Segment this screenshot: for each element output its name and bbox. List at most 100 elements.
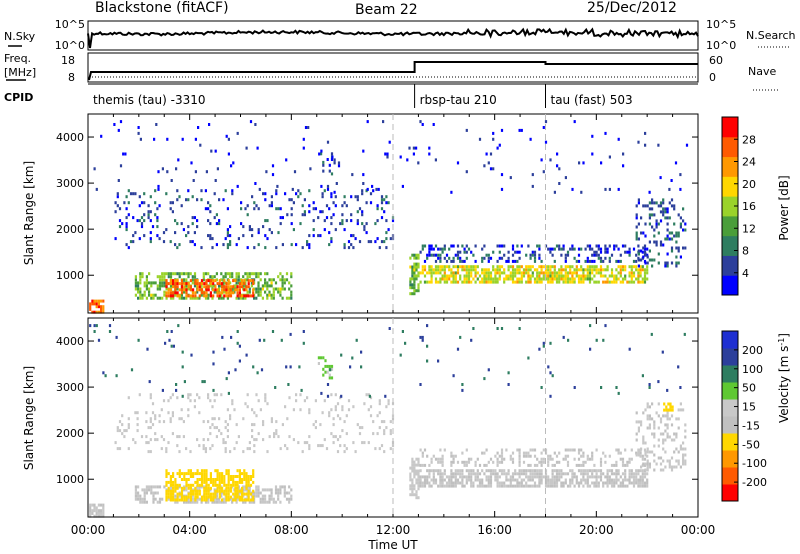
heatmap-cell bbox=[243, 294, 246, 298]
heatmap-cell bbox=[470, 469, 473, 473]
heatmap-cell bbox=[538, 265, 541, 269]
heatmap-cell bbox=[675, 240, 678, 244]
heatmap-cell bbox=[651, 264, 654, 268]
heatmap-cell bbox=[277, 287, 280, 291]
heatmap-cell bbox=[227, 495, 230, 499]
heatmap-cell bbox=[312, 423, 315, 427]
heatmap-cell bbox=[170, 344, 173, 348]
heatmap-cell bbox=[666, 388, 669, 392]
heatmap-cell bbox=[628, 457, 631, 461]
heatmap-cell bbox=[178, 435, 181, 439]
heatmap-cell bbox=[538, 256, 541, 260]
heatmap-cell bbox=[518, 475, 521, 479]
heatmap-cell bbox=[525, 472, 528, 476]
heatmap-cell bbox=[212, 478, 215, 481]
heatmap-cell bbox=[593, 463, 596, 467]
heatmap-cell bbox=[666, 237, 669, 241]
heatmap-cell bbox=[139, 281, 142, 285]
heatmap-cell bbox=[138, 195, 141, 199]
heatmap-cell bbox=[279, 485, 282, 489]
heatmap-cell bbox=[172, 492, 175, 496]
heatmap-cell bbox=[531, 478, 534, 482]
heatmap-cell bbox=[525, 280, 528, 284]
heatmap-cell bbox=[646, 261, 649, 265]
heatmap-cell bbox=[288, 497, 291, 501]
heatmap-cell bbox=[285, 365, 288, 369]
heatmap-cell bbox=[591, 271, 594, 275]
heatmap-cell bbox=[209, 275, 212, 279]
heatmap-cell bbox=[569, 448, 572, 452]
heatmap-cell bbox=[127, 426, 130, 430]
heatmap-cell bbox=[562, 274, 565, 278]
heatmap-cell bbox=[613, 244, 616, 248]
heatmap-cell bbox=[314, 207, 317, 211]
heatmap-cell bbox=[560, 274, 563, 278]
heatmap-cell bbox=[220, 296, 223, 300]
heatmap-cell bbox=[566, 274, 570, 278]
heatmap-cell bbox=[378, 411, 381, 415]
heatmap-cell bbox=[134, 275, 137, 279]
heatmap-cell bbox=[525, 484, 528, 488]
heatmap-cell bbox=[279, 290, 282, 294]
heatmap-cell bbox=[439, 448, 442, 452]
heatmap-cell bbox=[419, 271, 422, 275]
power-ylabel: Slant Range [km] bbox=[22, 161, 36, 265]
heatmap-cell bbox=[328, 231, 331, 235]
heatmap-cell bbox=[507, 259, 510, 263]
heatmap-cell bbox=[637, 448, 640, 452]
heatmap-cell bbox=[187, 285, 190, 289]
heatmap-cell bbox=[172, 483, 175, 487]
heatmap-cell bbox=[558, 469, 561, 473]
heatmap-cell bbox=[89, 305, 92, 309]
heatmap-cell bbox=[209, 426, 212, 430]
heatmap-cell bbox=[520, 484, 523, 488]
heatmap-cell bbox=[252, 475, 255, 478]
heatmap-cell bbox=[145, 284, 148, 288]
heatmap-cell bbox=[677, 462, 680, 466]
heatmap-cell bbox=[191, 497, 194, 501]
heatmap-cell bbox=[303, 210, 306, 214]
heatmap-cell bbox=[238, 282, 241, 286]
heatmap-cell bbox=[621, 484, 625, 488]
heatmap-cell bbox=[582, 475, 585, 479]
heatmap-cell bbox=[116, 447, 119, 451]
heatmap-cell bbox=[465, 170, 468, 174]
heatmap-cell bbox=[232, 475, 235, 478]
heatmap-cell bbox=[389, 447, 392, 451]
heatmap-cell bbox=[270, 296, 273, 300]
heatmap-cell bbox=[421, 335, 424, 339]
heatmap-cell bbox=[182, 435, 185, 439]
heatmap-cell bbox=[388, 140, 391, 144]
heatmap-cell bbox=[140, 435, 144, 439]
heatmap-cell bbox=[253, 500, 256, 504]
heatmap-cell bbox=[553, 259, 556, 263]
heatmap-cell bbox=[209, 488, 212, 492]
heatmap-cell bbox=[640, 258, 643, 262]
heatmap-cell bbox=[404, 341, 407, 345]
heatmap-cell bbox=[322, 373, 325, 377]
heatmap-cell bbox=[380, 240, 384, 244]
heatmap-cell bbox=[564, 256, 567, 260]
heatmap-cell bbox=[662, 468, 665, 472]
heatmap-cell bbox=[194, 137, 197, 141]
heatmap-cell bbox=[538, 271, 541, 275]
heatmap-cell bbox=[154, 201, 157, 205]
heatmap-cell bbox=[679, 447, 682, 451]
heatmap-cell bbox=[285, 158, 288, 162]
heatmap-cell bbox=[274, 488, 278, 492]
heatmap-cell bbox=[256, 371, 259, 375]
heatmap-cell bbox=[150, 296, 153, 300]
heatmap-cell bbox=[181, 365, 184, 369]
heatmap-cell bbox=[417, 265, 420, 269]
heatmap-cell bbox=[308, 408, 311, 412]
heatmap-cell bbox=[542, 170, 545, 174]
heatmap-cell bbox=[547, 277, 550, 281]
heatmap-cell bbox=[419, 478, 422, 482]
heatmap-cell bbox=[443, 247, 446, 251]
heatmap-cell bbox=[549, 454, 552, 458]
heatmap-cell bbox=[176, 282, 179, 286]
heatmap-cell bbox=[569, 469, 572, 473]
heatmap-cell bbox=[343, 243, 346, 247]
heatmap-cell bbox=[588, 268, 592, 272]
heatmap-cell bbox=[467, 280, 471, 284]
